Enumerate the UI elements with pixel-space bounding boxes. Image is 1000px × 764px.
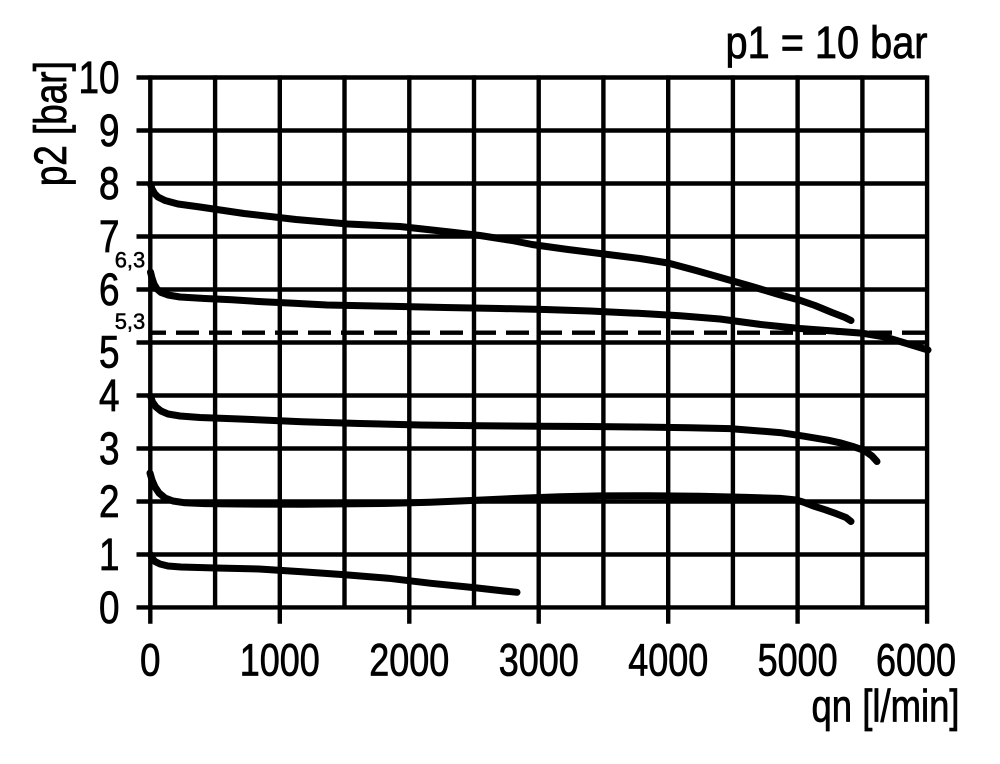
svg-text:3000: 3000 (499, 635, 579, 686)
svg-text:9: 9 (99, 105, 120, 156)
svg-text:5,3: 5,3 (115, 309, 146, 334)
svg-text:p1 = 10 bar: p1 = 10 bar (726, 17, 928, 68)
svg-text:0: 0 (140, 635, 161, 686)
svg-text:p2 [bar]: p2 [bar] (25, 61, 76, 186)
svg-text:4000: 4000 (628, 635, 708, 686)
svg-text:6,3: 6,3 (115, 248, 146, 273)
svg-text:10: 10 (79, 52, 120, 103)
svg-text:2: 2 (99, 476, 120, 527)
svg-text:3: 3 (99, 423, 120, 474)
svg-text:8: 8 (99, 158, 120, 209)
svg-text:1000: 1000 (240, 635, 320, 686)
svg-text:6000: 6000 (876, 635, 956, 686)
svg-text:1: 1 (99, 529, 120, 580)
svg-text:5000: 5000 (758, 635, 838, 686)
svg-text:7: 7 (99, 211, 120, 262)
svg-text:4: 4 (99, 370, 120, 421)
svg-text:5: 5 (99, 327, 120, 378)
svg-text:2000: 2000 (369, 635, 449, 686)
svg-text:6: 6 (99, 264, 120, 315)
svg-text:qn [l/min]: qn [l/min] (812, 681, 960, 732)
svg-text:0: 0 (99, 582, 120, 633)
